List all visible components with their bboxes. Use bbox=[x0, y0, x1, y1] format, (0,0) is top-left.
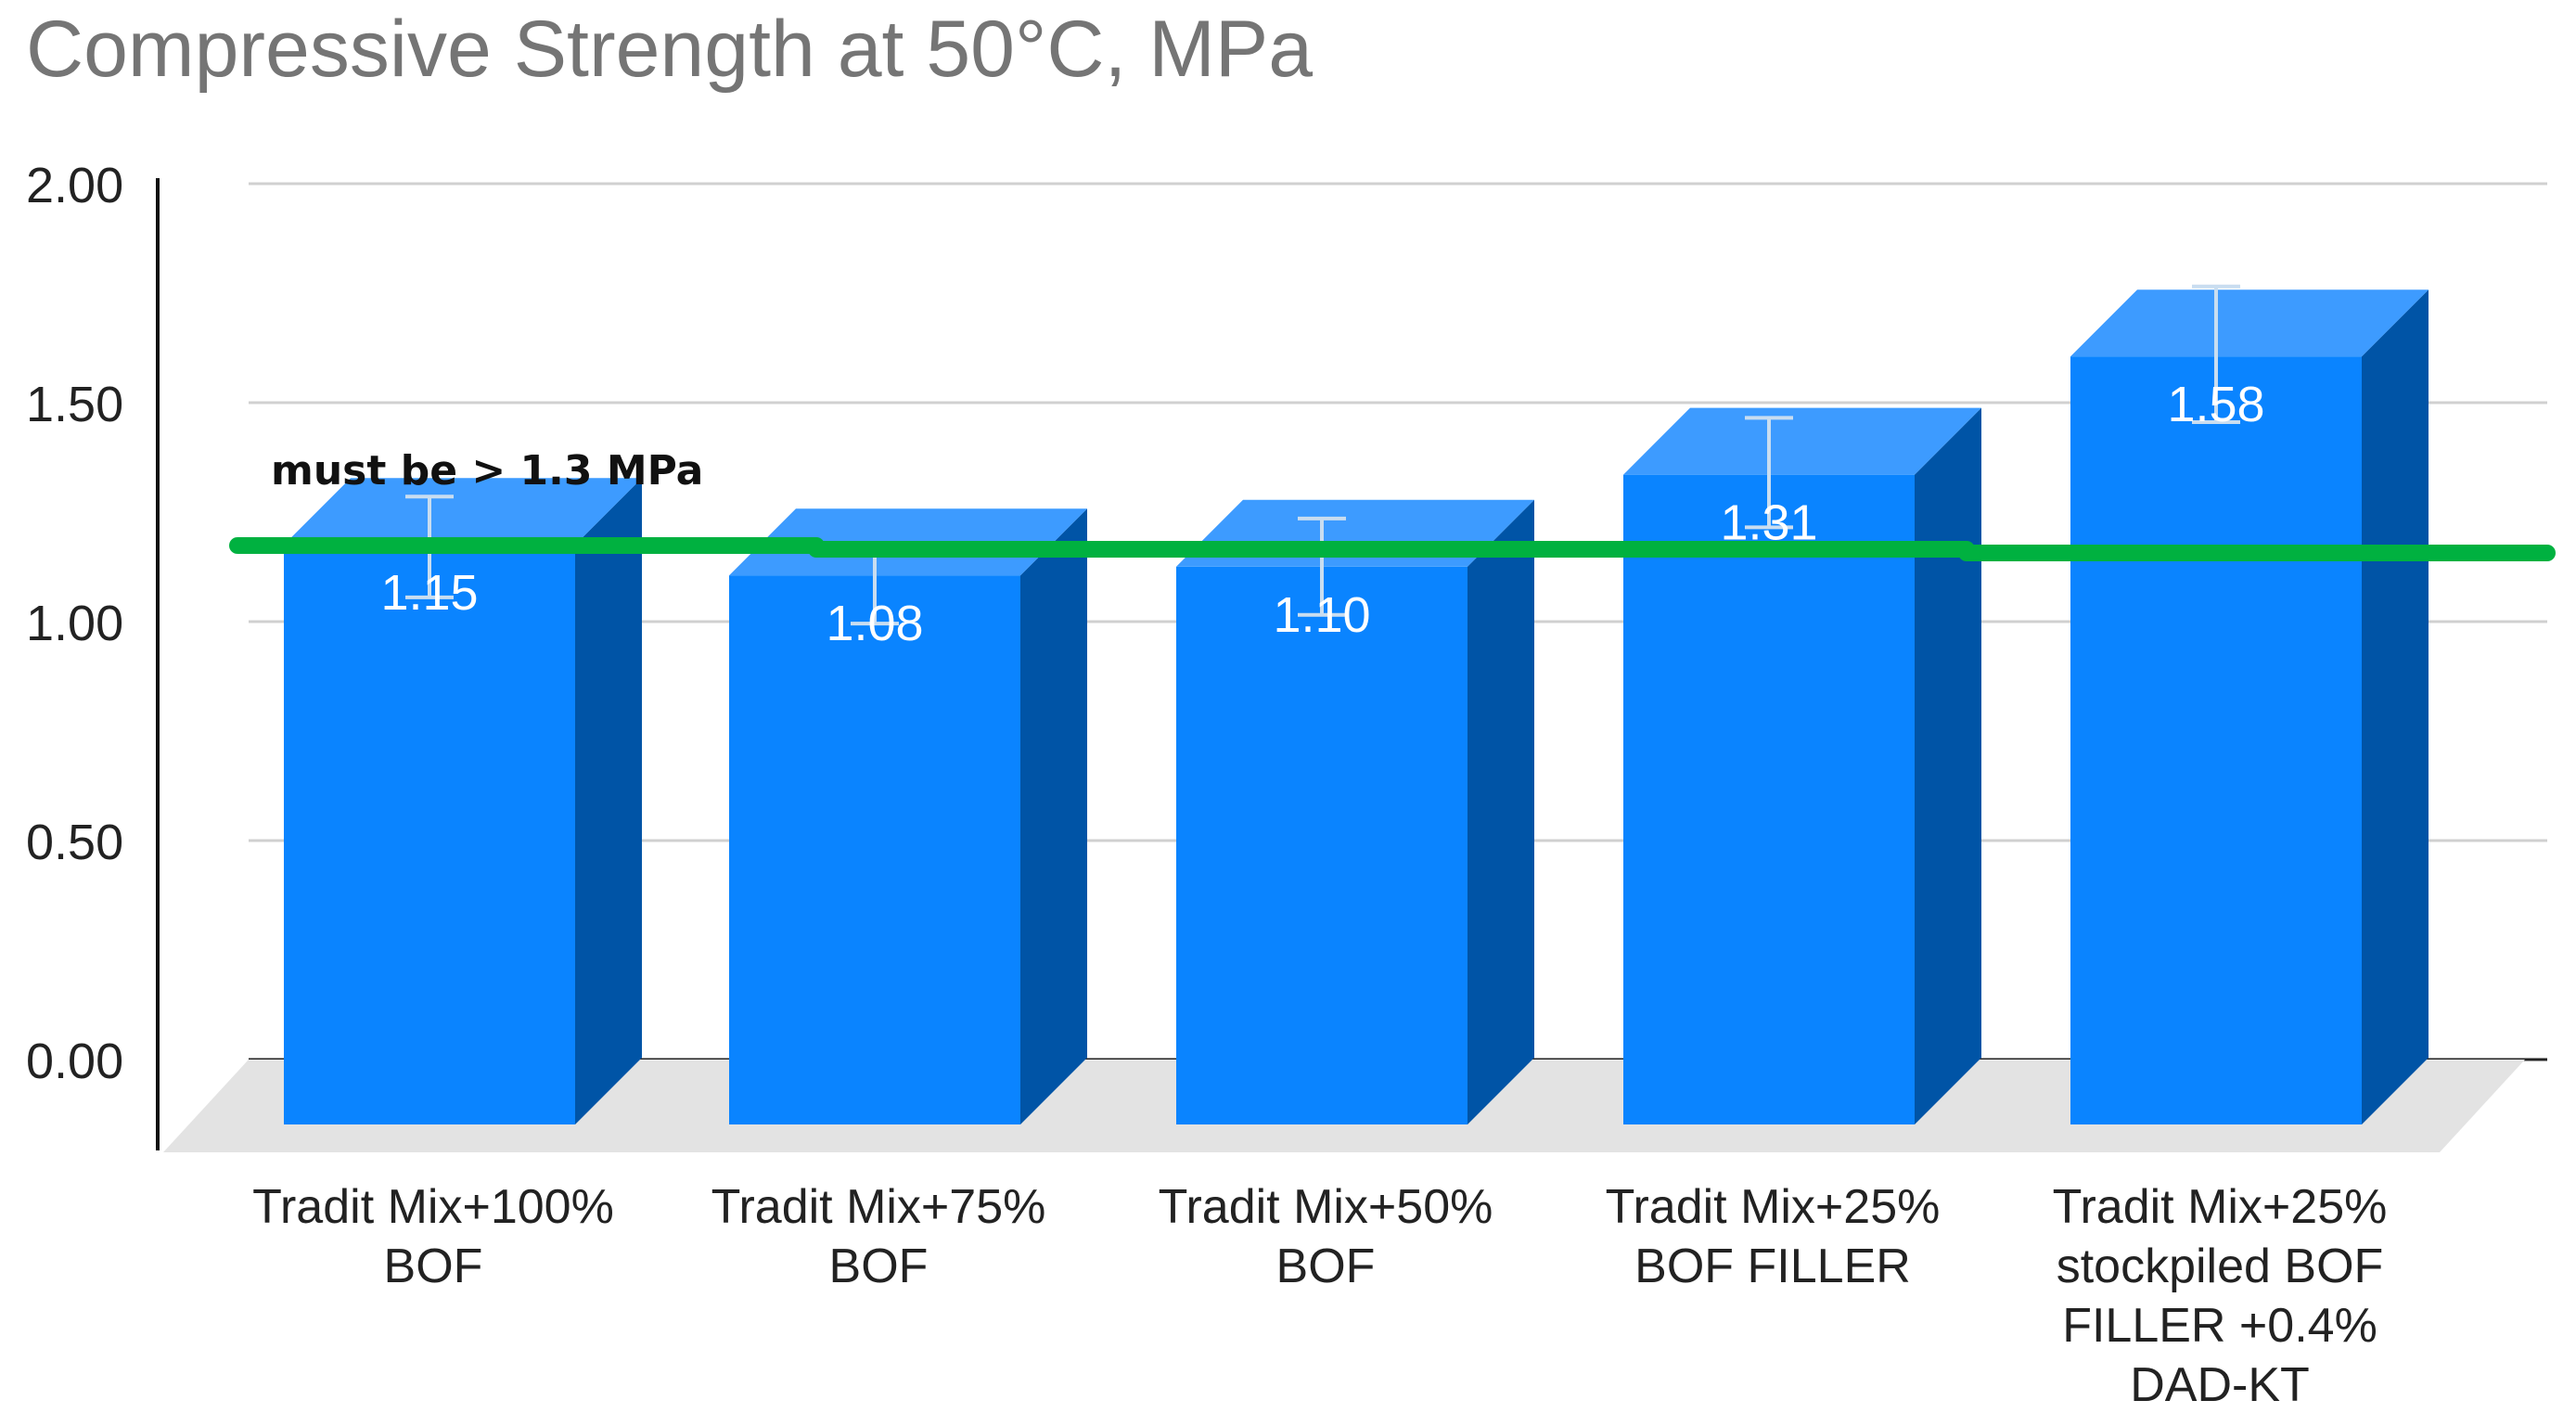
data-label: 1.10 bbox=[1273, 587, 1370, 643]
y-tick-label: 2.00 bbox=[26, 158, 123, 213]
chart-title: Compressive Strength at 50°C, MPa bbox=[26, 5, 1313, 94]
bar-side bbox=[1020, 508, 1087, 1124]
y-tick-label: 1.00 bbox=[26, 596, 123, 651]
threshold: must be > 1.3 MPa bbox=[229, 447, 2556, 561]
category-label: BOF bbox=[384, 1240, 483, 1293]
category-label: stockpiled BOF bbox=[2057, 1240, 2384, 1293]
y-tick-label: 1.50 bbox=[26, 377, 123, 432]
category-label: BOF bbox=[1276, 1240, 1376, 1293]
category-label: BOF bbox=[829, 1240, 929, 1293]
bar-side bbox=[1467, 499, 1534, 1124]
bar-side bbox=[1915, 407, 1981, 1124]
data-label: 1.08 bbox=[826, 596, 923, 651]
threshold-label: must be > 1.3 MPa bbox=[271, 447, 703, 495]
bar-side bbox=[575, 478, 642, 1124]
bar-top bbox=[284, 478, 642, 546]
bar-group bbox=[729, 508, 1087, 1124]
data-label: 1.15 bbox=[380, 565, 478, 621]
bar-group bbox=[284, 478, 642, 1124]
bar bbox=[729, 575, 1020, 1124]
category-label: DAD-KT bbox=[2130, 1358, 2310, 1412]
bar-top bbox=[2070, 289, 2429, 357]
threshold-line bbox=[229, 537, 2556, 561]
y-tick-label: 0.00 bbox=[26, 1034, 123, 1089]
bar bbox=[284, 545, 575, 1124]
bar bbox=[1176, 566, 1467, 1124]
category-label: Tradit Mix+25% bbox=[2053, 1180, 2388, 1234]
bar-top bbox=[1623, 407, 1981, 475]
y-tick-label: 0.50 bbox=[26, 815, 123, 870]
category-label: Tradit Mix+25% bbox=[1606, 1180, 1941, 1234]
bar bbox=[1623, 474, 1915, 1124]
y-tick-labels: 0.00 0.50 1.00 1.50 2.00 bbox=[26, 158, 123, 1089]
category-label: BOF FILLER bbox=[1634, 1240, 1911, 1293]
category-label: Tradit Mix+75% bbox=[711, 1180, 1046, 1234]
data-label: 1.58 bbox=[2167, 377, 2264, 432]
bar-group bbox=[1623, 407, 1981, 1124]
bar-group bbox=[1176, 499, 1534, 1124]
bar-group bbox=[2070, 289, 2429, 1124]
category-label: Tradit Mix+100% bbox=[252, 1180, 614, 1234]
error-bars bbox=[405, 284, 2240, 626]
bar bbox=[2070, 356, 2362, 1124]
category-labels: Tradit Mix+100% BOF Tradit Mix+75% BOF Tradi… bbox=[252, 1180, 2387, 1412]
bar-side bbox=[2362, 289, 2429, 1124]
category-label: FILLER +0.4% bbox=[2062, 1299, 2377, 1353]
category-label: Tradit Mix+50% bbox=[1159, 1180, 1493, 1234]
bars bbox=[284, 289, 2429, 1124]
